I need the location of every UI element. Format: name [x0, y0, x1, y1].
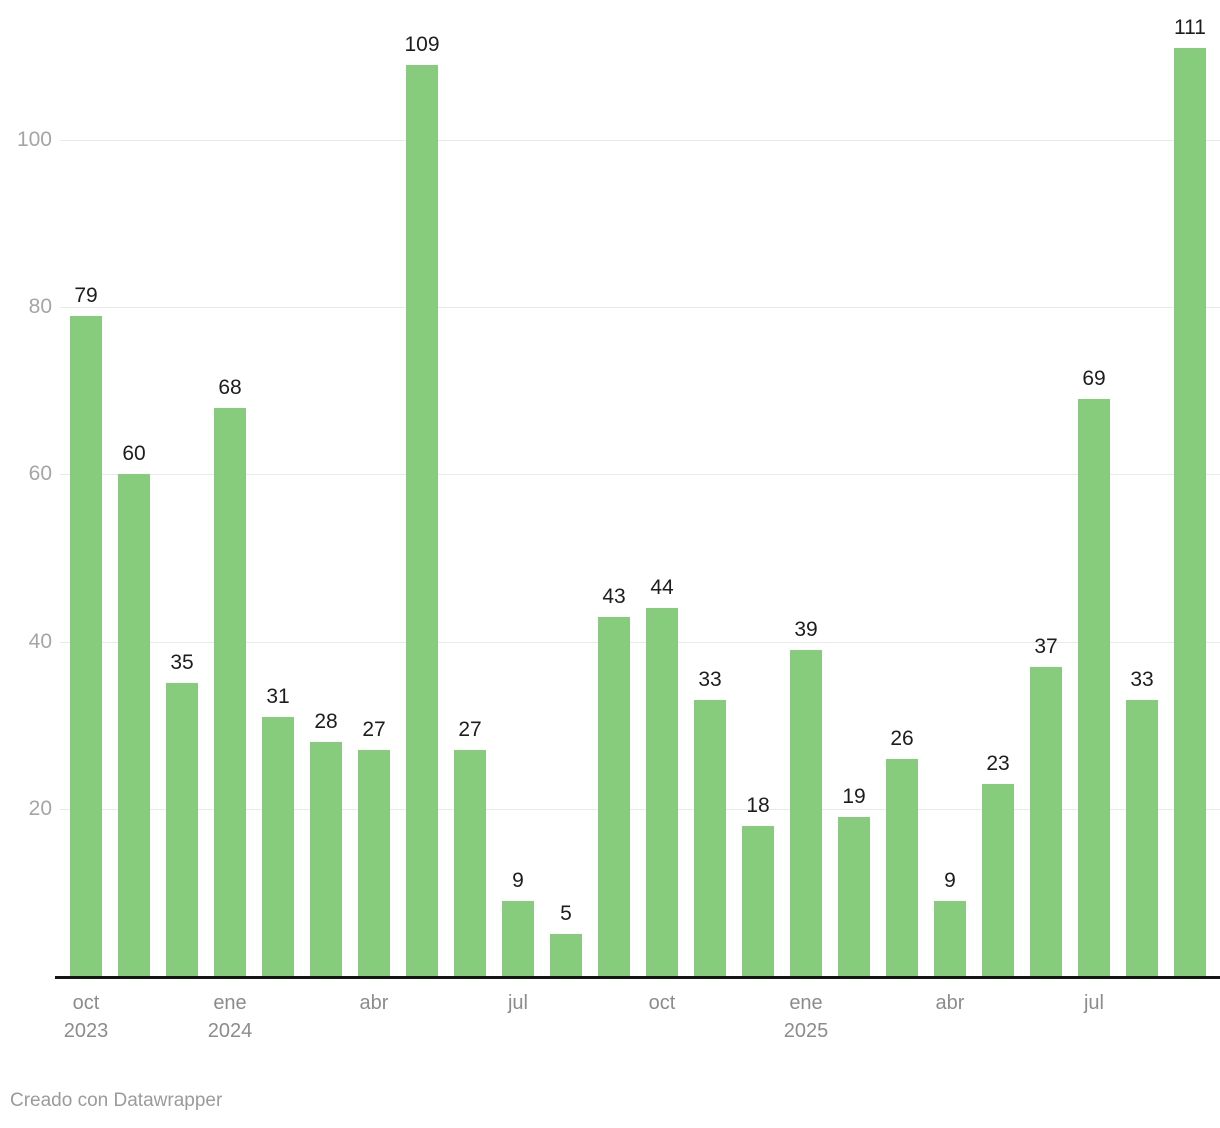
bar[interactable] — [790, 650, 822, 976]
x-axis-tick-line: abr — [935, 992, 965, 1014]
bar[interactable] — [70, 316, 102, 976]
x-axis-tick-line: 2024 — [207, 1020, 253, 1042]
x-axis-tick-label: ene 2024 — [178, 989, 282, 1045]
x-axis-tick-label: oct — [610, 989, 714, 1017]
bar[interactable] — [118, 474, 150, 976]
bar[interactable] — [310, 742, 342, 976]
bar-value-label: 5 — [560, 902, 572, 925]
bar[interactable] — [406, 65, 438, 976]
x-axis-line — [55, 976, 1220, 979]
bar-value-label: 18 — [746, 794, 770, 817]
bar-value-label: 33 — [698, 668, 722, 691]
bar[interactable] — [214, 408, 246, 976]
y-axis-tick-label: 20 — [28, 797, 52, 820]
bar-value-label: 39 — [794, 618, 818, 641]
y-gridline — [60, 642, 1220, 643]
bar-value-label: 26 — [890, 727, 914, 750]
bar-value-label: 111 — [1174, 16, 1206, 39]
x-axis-tick-label: jul — [1042, 989, 1146, 1017]
x-axis-tick-line: jul — [507, 992, 528, 1014]
bar[interactable] — [262, 717, 294, 976]
bar-value-label: 27 — [458, 718, 482, 741]
y-gridline — [60, 140, 1220, 141]
bar[interactable] — [598, 617, 630, 976]
bar[interactable] — [502, 901, 534, 976]
bar-value-label: 9 — [512, 869, 524, 892]
x-axis-tick-line: ene — [213, 992, 247, 1014]
x-axis-tick-label: abr — [898, 989, 1002, 1017]
bar-value-label: 19 — [842, 785, 866, 808]
y-axis-tick-label: 80 — [28, 295, 52, 318]
bar-value-label: 27 — [362, 718, 386, 741]
bar[interactable] — [1030, 667, 1062, 976]
bar-value-label: 44 — [650, 576, 674, 599]
bar-value-label: 79 — [74, 284, 98, 307]
bar[interactable] — [838, 817, 870, 976]
y-gridline — [60, 809, 1220, 810]
bar-value-label: 23 — [986, 752, 1010, 775]
bar[interactable] — [886, 759, 918, 976]
bar-value-label: 69 — [1082, 367, 1106, 390]
bar-value-label: 9 — [944, 869, 956, 892]
x-axis-tick-label: oct 2023 — [34, 989, 138, 1045]
bar[interactable] — [694, 700, 726, 976]
bar-value-label: 37 — [1034, 635, 1058, 658]
x-axis-tick-line: oct — [648, 992, 676, 1014]
x-axis-tick-line: jul — [1083, 992, 1104, 1014]
bar[interactable] — [166, 683, 198, 976]
bar[interactable] — [982, 784, 1014, 976]
bar[interactable] — [646, 608, 678, 976]
bar[interactable] — [742, 826, 774, 976]
bar[interactable] — [1078, 399, 1110, 976]
bar-value-label: 28 — [314, 710, 338, 733]
y-gridline — [60, 474, 1220, 475]
bar-value-label: 43 — [602, 585, 626, 608]
bar-value-label: 68 — [218, 376, 242, 399]
bar[interactable] — [934, 901, 966, 976]
x-axis-tick-line: 2023 — [63, 1020, 109, 1042]
bar[interactable] — [358, 750, 390, 976]
x-axis-tick-line: 2025 — [783, 1020, 829, 1042]
bar[interactable] — [454, 750, 486, 976]
x-axis-tick-label: ene 2025 — [754, 989, 858, 1045]
bar-value-label: 35 — [170, 651, 194, 674]
x-axis-tick-line: oct — [72, 992, 100, 1014]
y-axis-tick-label: 60 — [28, 462, 52, 485]
bar-value-label: 60 — [122, 442, 146, 465]
x-axis-tick-line: abr — [359, 992, 389, 1014]
bar[interactable] — [550, 934, 582, 976]
x-axis-tick-label: abr — [322, 989, 426, 1017]
bar[interactable] — [1126, 700, 1158, 976]
y-axis-tick-label: 40 — [28, 630, 52, 653]
x-axis-tick-line: ene — [789, 992, 823, 1014]
bar-value-label: 33 — [1130, 668, 1154, 691]
attribution-link[interactable]: Creado con Datawrapper — [10, 1090, 223, 1111]
bar-value-label: 109 — [404, 33, 440, 56]
bar[interactable] — [1174, 48, 1206, 976]
y-axis-tick-label: 100 — [16, 128, 52, 151]
bar-value-label: 31 — [266, 685, 290, 708]
y-gridline — [60, 307, 1220, 308]
x-axis-tick-label: jul — [466, 989, 570, 1017]
